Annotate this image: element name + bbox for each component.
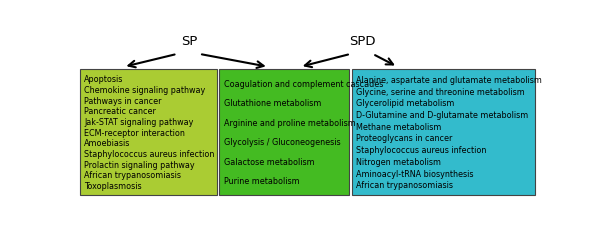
FancyBboxPatch shape — [80, 69, 217, 195]
Text: ECM-receptor interaction: ECM-receptor interaction — [84, 129, 185, 138]
Text: Purine metabolism: Purine metabolism — [224, 177, 299, 186]
Text: Glycolysis / Gluconeogenesis: Glycolysis / Gluconeogenesis — [224, 138, 340, 147]
Text: SP: SP — [181, 35, 197, 48]
Text: Apoptosis: Apoptosis — [84, 75, 124, 84]
Text: Proteoglycans in cancer: Proteoglycans in cancer — [356, 135, 453, 144]
Text: Pathways in cancer: Pathways in cancer — [84, 97, 162, 106]
Text: Amoebiasis: Amoebiasis — [84, 139, 131, 148]
Text: Aminoacyl-tRNA biosynthesis: Aminoacyl-tRNA biosynthesis — [356, 170, 474, 179]
Text: Prolactin signaling pathway: Prolactin signaling pathway — [84, 160, 195, 169]
FancyBboxPatch shape — [219, 69, 349, 195]
Text: Galactose metabolism: Galactose metabolism — [224, 158, 314, 167]
Text: Chemokine signaling pathway: Chemokine signaling pathway — [84, 86, 206, 95]
Text: African trypanosomiasis: African trypanosomiasis — [84, 171, 181, 180]
Text: Jak-STAT signaling pathway: Jak-STAT signaling pathway — [84, 118, 194, 127]
Text: SPD: SPD — [349, 35, 376, 48]
Text: Staphylococcus aureus infection: Staphylococcus aureus infection — [84, 150, 215, 159]
Text: Toxoplasmosis: Toxoplasmosis — [84, 182, 142, 191]
Text: Alanine, aspartate and glutamate metabolism: Alanine, aspartate and glutamate metabol… — [356, 76, 542, 85]
Text: Pancreatic cancer: Pancreatic cancer — [84, 107, 156, 116]
Text: Arginine and proline metabolism: Arginine and proline metabolism — [224, 119, 356, 128]
Text: Nitrogen metabolism: Nitrogen metabolism — [356, 158, 442, 167]
Text: Staphylococcus aureus infection: Staphylococcus aureus infection — [356, 146, 487, 155]
Text: African trypanosomiasis: African trypanosomiasis — [356, 181, 454, 190]
Text: Glycerolipid metabolism: Glycerolipid metabolism — [356, 99, 455, 108]
Text: D-Glutamine and D-glutamate metabolism: D-Glutamine and D-glutamate metabolism — [356, 111, 529, 120]
Text: Methane metabolism: Methane metabolism — [356, 123, 442, 132]
Text: Coagulation and complement cascades: Coagulation and complement cascades — [224, 80, 383, 89]
Text: Glutathione metabolism: Glutathione metabolism — [224, 99, 321, 108]
Text: Glycine, serine and threonine metabolism: Glycine, serine and threonine metabolism — [356, 88, 525, 97]
FancyBboxPatch shape — [352, 69, 535, 195]
